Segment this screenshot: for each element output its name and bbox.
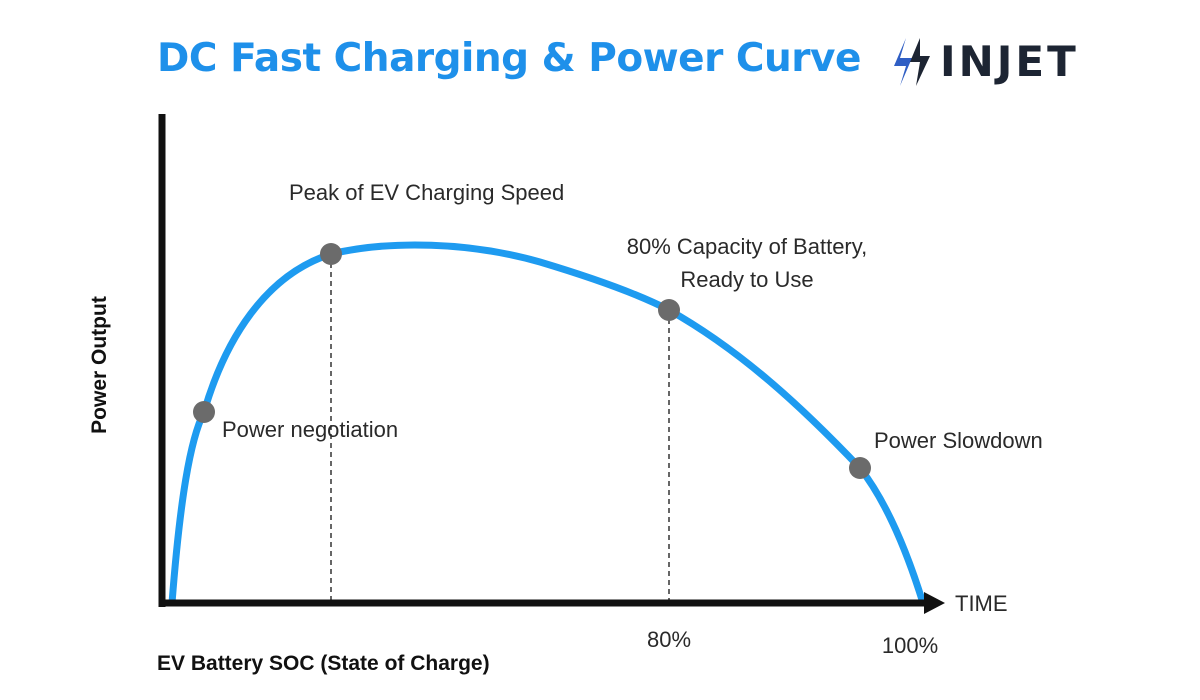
x-tick-80: 80% — [646, 627, 692, 652]
injet-logo: INJET — [888, 36, 1108, 88]
slowdown-label: Power Slowdown — [874, 428, 1043, 453]
bolt-icon — [894, 38, 930, 86]
power-negotiation-label: Power negotiation — [222, 417, 399, 442]
logo-wordmark: INJET — [940, 37, 1079, 86]
peak-label: Peak of EV Charging Speed — [289, 180, 565, 205]
y-axis-label: Power Output — [88, 296, 111, 434]
capacity-label-line2: Ready to Use — [680, 267, 814, 292]
page-title: DC Fast Charging & Power Curve — [157, 36, 861, 81]
power-negotiation-marker — [193, 401, 215, 423]
x-axis-arrow — [924, 592, 945, 614]
x-tick-100: 100% — [881, 633, 939, 658]
capacity-label-line1: 80% Capacity of Battery, — [626, 234, 868, 259]
capacity-marker — [658, 299, 680, 321]
slowdown-marker — [849, 457, 871, 479]
x-axis-end-label: TIME — [955, 591, 1008, 616]
x-axis-label: EV Battery SOC (State of Charge) — [157, 652, 490, 675]
peak-marker — [320, 243, 342, 265]
